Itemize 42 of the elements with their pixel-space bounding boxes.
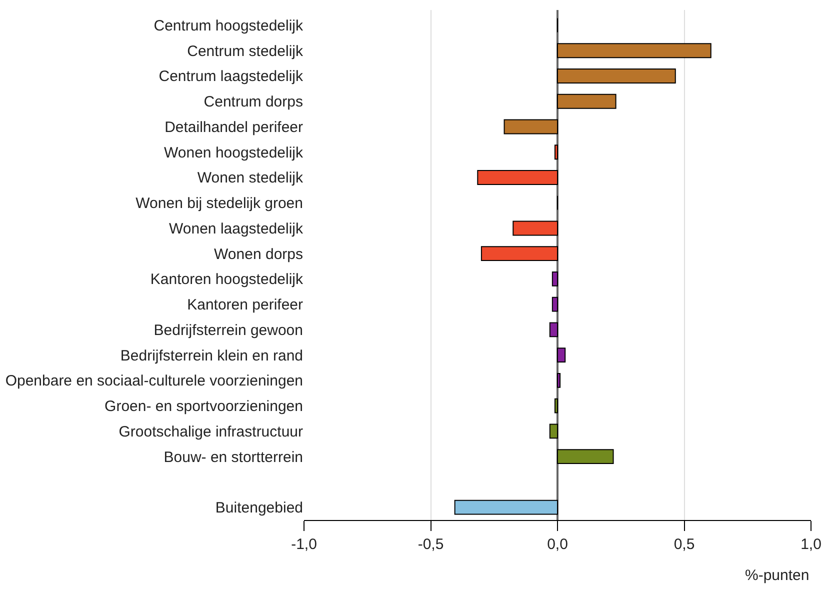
bar <box>557 43 712 58</box>
y-tick-label: Grootschalige infrastructuur <box>118 423 304 440</box>
bar <box>557 68 676 84</box>
y-tick-label: Detailhandel perifeer <box>164 118 304 136</box>
y-tick-label: Bedrijfsterrein gewoon <box>154 322 303 339</box>
y-tick-label: Wonen bij stedelijk groen <box>136 195 303 212</box>
bar <box>557 348 566 363</box>
y-tick-label: Kantoren hoogstedelijk <box>150 271 304 288</box>
bar <box>557 372 561 388</box>
bar <box>477 170 558 185</box>
bar <box>549 322 558 338</box>
x-tick-label: -0,5 <box>418 536 444 553</box>
y-tick-label: Centrum dorps <box>204 94 303 111</box>
x-axis-title: %-punten <box>745 567 810 584</box>
x-tick-label: 0,0 <box>547 536 568 553</box>
y-tick-label: Wonen stedelijk <box>197 170 304 187</box>
y-tick-label: Centrum stedelijk <box>187 42 304 60</box>
bar <box>512 220 558 236</box>
bar <box>480 246 558 262</box>
bar <box>504 119 558 134</box>
bar <box>554 398 558 414</box>
bar <box>552 296 558 312</box>
y-tick-label: Wonen dorps <box>214 246 303 263</box>
y-tick-label: Centrum laagstedelijk <box>158 68 304 86</box>
y-tick-label: Buitengebied <box>215 500 303 517</box>
x-tick-label: 0,5 <box>674 536 695 553</box>
y-tick-label: Wonen hoogstedelijk <box>164 144 304 162</box>
y-tick-label: Groen- en sportvoorzieningen <box>104 398 303 416</box>
x-tick-label: -1,0 <box>291 536 317 553</box>
y-tick-label: Centrum hoogstedelijk <box>154 17 304 34</box>
x-tick-label: 1,0 <box>800 536 822 553</box>
y-tick-label: Kantoren perifeer <box>187 296 304 314</box>
bar <box>552 271 558 286</box>
bar <box>557 94 616 109</box>
bar <box>554 144 558 160</box>
bar <box>549 424 558 439</box>
y-tick-label: Bouw- en stortterrein <box>164 448 303 466</box>
y-tick-label: Openbare en sociaal-culturele voorzieningen <box>5 372 303 390</box>
bar <box>454 500 558 515</box>
y-tick-label: Wonen laagstedelijk <box>169 220 304 238</box>
y-tick-label: Bedrijfsterrein klein en rand <box>120 347 303 364</box>
bar <box>557 449 614 464</box>
